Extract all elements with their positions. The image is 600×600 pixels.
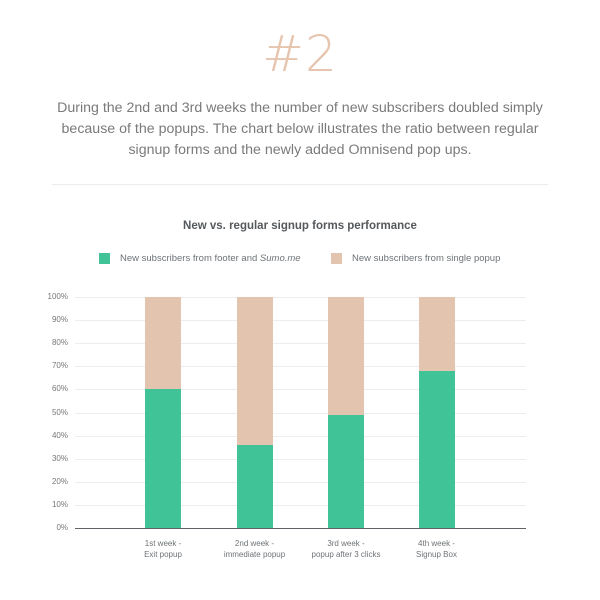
gridline [75, 412, 526, 414]
section-number: #2 [262, 25, 338, 83]
chart-legend: New subscribers from footer and Sumo.me … [0, 253, 600, 269]
x-tick-label: 1st week - Exit popup [144, 539, 182, 559]
legend-swatch-peach [331, 253, 342, 264]
gridline [75, 504, 526, 506]
y-tick-label: 70% [51, 361, 68, 371]
legend-item-single-popup: New subscribers from single popup [331, 253, 500, 264]
gridline [75, 458, 526, 460]
gridline [75, 435, 526, 437]
bar-segment-single-popup [328, 297, 364, 415]
gridline [75, 320, 526, 322]
gridline [75, 481, 526, 483]
legend-label: New subscribers from footer and Sumo.me [120, 253, 301, 264]
y-tick-label: 40% [51, 430, 68, 440]
bar-segment-footer-sumo [418, 370, 455, 528]
y-tick-label: 10% [51, 499, 68, 509]
bar-segment-single-popup [236, 297, 273, 445]
divider [52, 184, 548, 185]
intro-paragraph: During the 2nd and 3rd weeks the number … [57, 100, 543, 158]
gridline [75, 343, 526, 345]
gridline [75, 389, 526, 391]
x-tick-label: 3rd week - popup after 3 clicks [311, 539, 381, 559]
bar-1 [145, 297, 181, 528]
bar-segment-footer-sumo [236, 444, 273, 528]
y-tick-label: 80% [51, 338, 68, 348]
legend-item-footer-sumo: New subscribers from footer and Sumo.me [99, 253, 301, 264]
y-tick-label: 50% [51, 407, 68, 417]
bar-4 [418, 297, 455, 528]
x-tick-label: 4th week - Signup Box [416, 539, 457, 559]
legend-swatch-green [99, 253, 110, 264]
bar-2 [236, 297, 273, 528]
x-axis-line [75, 528, 526, 529]
y-tick-label: 100% [47, 292, 68, 301]
bar-segment-footer-sumo [328, 414, 364, 528]
plot-area [75, 297, 526, 528]
gridline [75, 297, 526, 298]
y-tick-label: 0% [56, 523, 68, 532]
y-tick-label: 30% [51, 453, 68, 463]
y-tick-label: 90% [51, 315, 68, 325]
chart-title: New vs. regular signup forms performance [183, 220, 417, 232]
x-tick-label: 2nd week - immediate popup [223, 539, 286, 559]
legend-label: New subscribers from single popup [352, 253, 501, 264]
gridline [75, 366, 526, 368]
bar-segment-single-popup [418, 297, 455, 371]
bar-segment-footer-sumo [145, 389, 181, 528]
bar-segment-single-popup [145, 297, 181, 390]
bar-3 [328, 297, 364, 528]
y-tick-label: 20% [51, 476, 68, 486]
y-tick-label: 60% [51, 384, 68, 394]
